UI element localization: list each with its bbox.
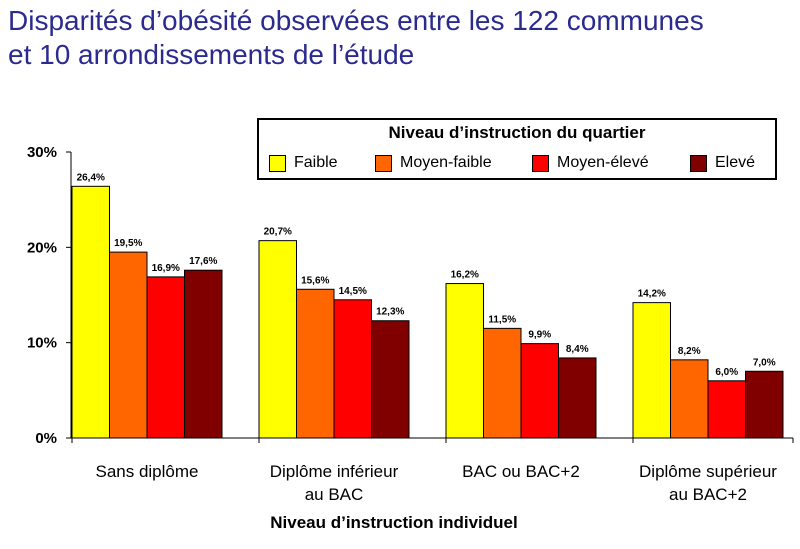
bar-eleve-4 bbox=[745, 370, 784, 439]
category-label-1: Sans diplôme bbox=[95, 462, 198, 481]
category-label-4-line-1: Diplôme supérieur bbox=[639, 462, 777, 481]
bar-faible-2 bbox=[258, 240, 297, 439]
data-label-moyen-faible-1: 19,5% bbox=[114, 238, 142, 249]
bar-moyen-eleve-2 bbox=[333, 299, 372, 439]
bar-faible-1 bbox=[71, 185, 110, 439]
legend-swatch-faible bbox=[269, 154, 286, 172]
category-label-2-line-1: Diplôme inférieur bbox=[270, 462, 399, 481]
data-label-faible-1: 26,4% bbox=[77, 172, 105, 183]
data-label-moyen-faible-2: 15,6% bbox=[301, 275, 329, 286]
data-label-moyen-eleve-2: 14,5% bbox=[339, 286, 367, 297]
bar-moyen-eleve-4 bbox=[707, 380, 746, 439]
data-label-eleve-4: 7,0% bbox=[753, 357, 776, 368]
legend-item-moyen-faible: Moyen-faible bbox=[375, 154, 492, 172]
data-label-eleve-2: 12,3% bbox=[376, 307, 404, 318]
bar-moyen-eleve-3 bbox=[520, 343, 559, 439]
bar-eleve-1 bbox=[184, 269, 223, 439]
x-axis-title: Niveau d’instruction individuel bbox=[270, 513, 517, 532]
legend-item-faible: Faible bbox=[269, 154, 338, 172]
legend-swatch-moyen-eleve bbox=[532, 154, 549, 172]
category-label-2-line-2: au BAC bbox=[305, 485, 364, 504]
data-label-moyen-eleve-4: 6,0% bbox=[715, 367, 738, 378]
legend-swatch-moyen-faible bbox=[375, 154, 392, 172]
legend-title: Niveau d’instruction du quartier bbox=[388, 123, 646, 142]
bar-moyen-eleve-1 bbox=[146, 276, 185, 439]
legend-swatch-eleve bbox=[690, 154, 707, 172]
legend-item-moyen-eleve: Moyen-élevé bbox=[532, 154, 649, 172]
data-label-moyen-eleve-1: 16,9% bbox=[152, 263, 180, 274]
category-label-3: BAC ou BAC+2 bbox=[462, 462, 580, 481]
bar-faible-4 bbox=[632, 302, 671, 439]
slide-title-line-1: Disparités d’obésité observées entre les… bbox=[8, 5, 704, 36]
legend-label-faible: Faible bbox=[294, 154, 338, 171]
bar-eleve-2 bbox=[371, 320, 410, 439]
data-label-eleve-3: 8,4% bbox=[566, 344, 589, 355]
y-tick-label: 30% bbox=[27, 144, 57, 161]
bar-moyen-faible-4 bbox=[670, 359, 709, 439]
data-label-moyen-faible-4: 8,2% bbox=[678, 346, 701, 357]
data-label-faible-3: 16,2% bbox=[451, 270, 479, 281]
legend-label-eleve: Elevé bbox=[715, 154, 756, 171]
chart-legend: Niveau d’instruction du quartier Faible … bbox=[257, 118, 777, 180]
bar-moyen-faible-1 bbox=[109, 251, 148, 439]
data-label-faible-4: 14,2% bbox=[638, 289, 666, 300]
bar-moyen-faible-3 bbox=[483, 327, 522, 439]
category-label-4-line-2: au BAC+2 bbox=[669, 485, 747, 504]
y-tick-label: 0% bbox=[35, 430, 57, 447]
legend-item-eleve: Elevé bbox=[690, 154, 755, 172]
bar-eleve-3 bbox=[558, 357, 597, 439]
slide-title-line-2: et 10 arrondissements de l’étude bbox=[8, 39, 415, 70]
data-label-moyen-faible-3: 11,5% bbox=[488, 314, 516, 325]
data-label-eleve-1: 17,6% bbox=[189, 256, 217, 267]
data-label-moyen-eleve-3: 9,9% bbox=[528, 330, 551, 341]
bar-moyen-faible-2 bbox=[296, 288, 335, 439]
bar-faible-3 bbox=[445, 283, 484, 439]
legend-label-moyen-eleve: Moyen-élevé bbox=[557, 154, 649, 171]
y-tick-label: 10% bbox=[27, 335, 57, 352]
legend-label-moyen-faible: Moyen-faible bbox=[400, 154, 492, 171]
y-tick-label: 20% bbox=[27, 239, 57, 256]
data-label-faible-2: 20,7% bbox=[264, 227, 292, 238]
slide-title: Disparités d’obésité observées entre les… bbox=[8, 4, 793, 72]
